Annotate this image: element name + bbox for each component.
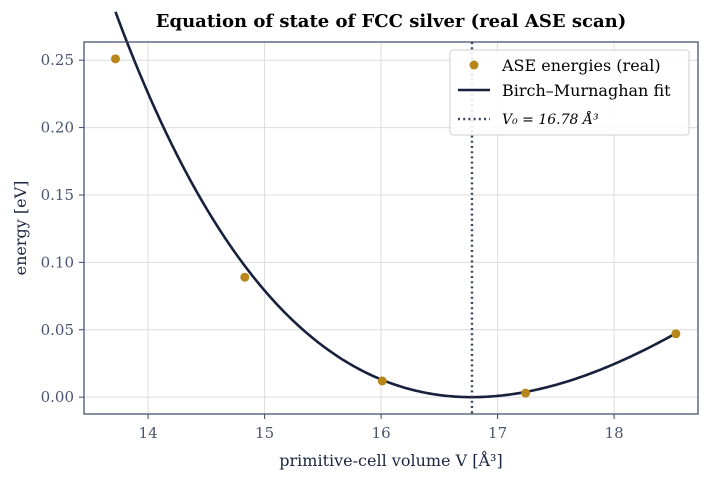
x-tick-label: 15 (255, 424, 274, 442)
x-axis: 14 15 16 17 18 (139, 414, 624, 442)
x-tick-label: 18 (605, 424, 624, 442)
y-tick-label: 0.10 (41, 253, 74, 271)
fit-layer (114, 11, 677, 399)
y-axis-label: energy [eV] (11, 181, 30, 276)
data-point (521, 388, 531, 398)
legend-label-fit: Birch–Murnaghan fit (502, 81, 671, 100)
legend-label-vline: V₀ = 16.78 Å³ (502, 110, 599, 128)
legend: ASE energies (real) Birch–Murnaghan fit … (449, 49, 690, 136)
legend-marker-points (469, 60, 479, 70)
legend-label-points: ASE energies (real) (501, 56, 661, 75)
y-tick-label: 0.15 (41, 186, 74, 204)
plot-frame (83, 41, 699, 415)
data-point (377, 376, 387, 386)
y-axis: 0.00 0.05 0.10 0.15 0.20 0.25 (41, 51, 84, 406)
fit-curve (114, 11, 677, 399)
chart-title: Equation of state of FCC silver (real AS… (156, 11, 626, 32)
legend-box (449, 49, 690, 136)
points-layer (110, 54, 681, 398)
y-tick-label: 0.00 (41, 388, 74, 406)
data-point (110, 54, 120, 64)
x-axis-label: primitive-cell volume V [Å³] (279, 450, 502, 470)
y-tick-label: 0.05 (41, 321, 74, 339)
x-tick-label: 17 (488, 424, 507, 442)
y-tick-label: 0.25 (41, 51, 74, 69)
data-point (240, 272, 250, 282)
x-tick-label: 14 (139, 424, 158, 442)
y-tick-label: 0.20 (41, 119, 74, 137)
x-tick-label: 16 (372, 424, 391, 442)
data-point (671, 329, 681, 339)
